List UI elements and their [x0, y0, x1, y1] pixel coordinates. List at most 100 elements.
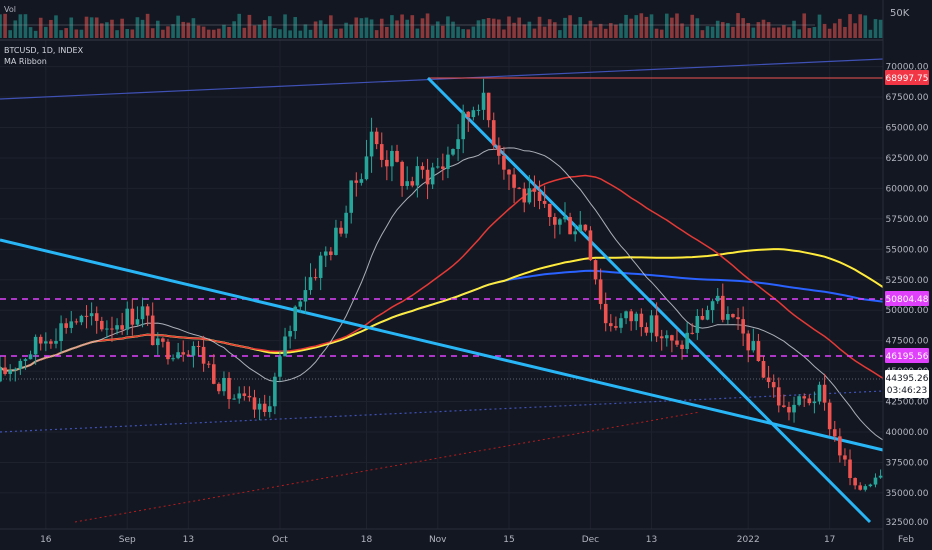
candle[interactable] — [400, 160, 404, 197]
candle[interactable] — [639, 308, 644, 337]
candlesticks[interactable] — [0, 78, 932, 492]
candle[interactable] — [685, 322, 689, 354]
candle[interactable] — [54, 328, 58, 349]
candle[interactable] — [578, 211, 583, 232]
candle[interactable] — [105, 320, 109, 339]
candle[interactable] — [171, 354, 175, 362]
candle[interactable] — [395, 144, 399, 163]
candle[interactable] — [354, 172, 359, 197]
candle[interactable] — [323, 246, 328, 267]
candle[interactable] — [74, 318, 79, 325]
candle[interactable] — [593, 259, 598, 285]
candle[interactable] — [522, 182, 527, 213]
candle[interactable] — [166, 338, 170, 365]
candle[interactable] — [125, 301, 130, 336]
candle[interactable] — [425, 158, 430, 200]
candle[interactable] — [456, 124, 460, 161]
candle[interactable] — [94, 306, 99, 334]
candle[interactable] — [64, 318, 68, 334]
candle[interactable] — [771, 374, 776, 398]
candle[interactable] — [273, 372, 277, 415]
candle[interactable] — [313, 268, 318, 281]
candle[interactable] — [726, 306, 730, 325]
candle[interactable] — [161, 337, 165, 348]
candle[interactable] — [217, 382, 221, 395]
candle[interactable] — [670, 334, 674, 353]
candle[interactable] — [619, 313, 623, 334]
candle[interactable] — [873, 473, 878, 488]
candle[interactable] — [507, 168, 511, 191]
candle[interactable] — [298, 299, 303, 314]
candle[interactable] — [466, 111, 471, 132]
candle[interactable] — [145, 303, 150, 326]
candle[interactable] — [155, 332, 160, 355]
candle[interactable] — [624, 310, 628, 325]
dotted-red-trendline[interactable] — [74, 411, 701, 523]
candle[interactable] — [385, 150, 389, 181]
candle[interactable] — [878, 469, 883, 479]
candle[interactable] — [797, 394, 801, 407]
candle[interactable] — [766, 365, 771, 389]
candle[interactable] — [812, 391, 817, 414]
candle[interactable] — [135, 306, 140, 327]
candle[interactable] — [497, 137, 501, 165]
candle[interactable] — [349, 180, 354, 224]
candle[interactable] — [705, 305, 710, 321]
symbol-legend[interactable]: BTCUSD, 1D, INDEX — [4, 46, 84, 55]
candle[interactable] — [461, 104, 465, 154]
candle[interactable] — [761, 355, 766, 379]
candle[interactable] — [186, 350, 191, 357]
candle[interactable] — [654, 302, 659, 343]
upper-channel-blue-line[interactable] — [0, 58, 884, 100]
candle[interactable] — [359, 173, 364, 186]
candle[interactable] — [563, 202, 567, 223]
candle[interactable] — [547, 203, 552, 226]
candle[interactable] — [848, 449, 852, 486]
candle[interactable] — [486, 92, 491, 128]
candle[interactable] — [369, 117, 374, 173]
candle[interactable] — [278, 350, 282, 382]
candle[interactable] — [334, 219, 338, 256]
candle[interactable] — [680, 340, 684, 360]
candle[interactable] — [858, 482, 863, 491]
candle[interactable] — [115, 318, 119, 335]
candle[interactable] — [100, 316, 104, 332]
candle[interactable] — [196, 340, 201, 356]
candle[interactable] — [262, 394, 267, 417]
candle[interactable] — [843, 448, 847, 466]
candle[interactable] — [776, 377, 781, 413]
candle[interactable] — [308, 263, 313, 295]
candle[interactable] — [695, 309, 700, 340]
candle[interactable] — [614, 316, 618, 331]
indicator-legend[interactable]: MA Ribbon — [4, 57, 47, 66]
candle[interactable] — [267, 395, 272, 418]
candle[interactable] — [89, 302, 94, 326]
candle[interactable] — [140, 297, 145, 328]
candle[interactable] — [441, 153, 445, 181]
candle[interactable] — [211, 354, 216, 385]
candle[interactable] — [787, 401, 791, 421]
candle[interactable] — [201, 335, 206, 372]
price-axis-ticks[interactable]: 70000.00 67500.00 65000.00 62500.00 60000.00… — [886, 63, 929, 499]
candle[interactable] — [318, 251, 323, 291]
candle[interactable] — [741, 306, 745, 346]
candle[interactable] — [44, 332, 48, 352]
candle[interactable] — [675, 329, 679, 347]
candle[interactable] — [33, 334, 38, 365]
candle[interactable] — [446, 146, 450, 179]
candle[interactable] — [710, 298, 715, 323]
candle[interactable] — [222, 371, 226, 396]
candle[interactable] — [79, 314, 84, 326]
candle[interactable] — [84, 305, 89, 329]
candle[interactable] — [130, 298, 135, 336]
candle[interactable] — [664, 330, 669, 347]
candle[interactable] — [329, 247, 333, 261]
candle[interactable] — [303, 276, 308, 314]
candle[interactable] — [435, 157, 440, 169]
candle[interactable] — [8, 364, 12, 382]
candle[interactable] — [558, 217, 562, 235]
candle[interactable] — [588, 226, 593, 262]
candle[interactable] — [817, 381, 822, 405]
candle[interactable] — [237, 386, 242, 404]
